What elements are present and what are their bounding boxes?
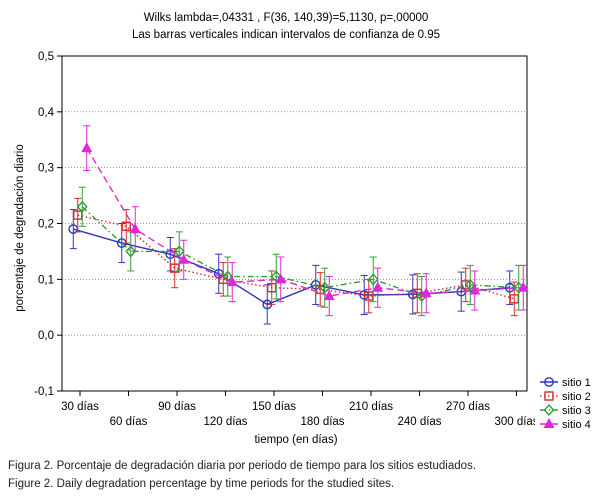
data-point: [178, 253, 190, 264]
data-point: [129, 223, 141, 234]
x-tick-label: 90 días: [158, 401, 196, 413]
series-line: [81, 206, 519, 297]
data-point: [125, 245, 137, 258]
data-point: [372, 281, 384, 292]
legend-marker: [544, 391, 554, 401]
x-tick-label: 300 días: [494, 416, 538, 428]
data-point: [420, 287, 432, 298]
legend: sitio 1 sitio 2 sitio 3 sitio 4: [535, 373, 607, 455]
x-tick-label: 270 días: [446, 401, 490, 413]
x-tick-label: 60 días: [110, 416, 148, 428]
data-point: [367, 273, 379, 286]
data-point: [81, 142, 93, 153]
data-point: [517, 281, 529, 292]
legend-box: [535, 373, 607, 455]
caption-spanish: Figura 2. Porcentaje de degradación diar…: [8, 460, 476, 472]
legend-marker: [543, 403, 555, 417]
y-tick-label: 0,2: [38, 219, 54, 231]
chart-title: Wilks lambda=,04331 , F(36, 140,39)=5,11…: [144, 12, 429, 24]
y-tick-label: 0,4: [38, 107, 55, 119]
series-sitio-4: [81, 125, 529, 317]
x-tick-label: 30 días: [61, 401, 99, 413]
x-tick-label: 240 días: [397, 416, 441, 428]
x-tick-label: 180 días: [300, 416, 344, 428]
chart-figure: Wilks lambda=,04331 , F(36, 140,39)=5,11…: [14, 12, 607, 455]
series-sitio-3: [76, 186, 525, 317]
x-tick-label: 210 días: [349, 401, 393, 413]
legend-label: sitio 2: [562, 391, 591, 403]
y-axis-label: porcentaje de degradación diario: [14, 144, 26, 312]
x-tick-label: 120 días: [203, 416, 247, 428]
series-layer: [68, 125, 529, 325]
data-point: [222, 270, 234, 283]
y-tick-label: 0,0: [38, 330, 54, 342]
x-tick-label: 150 días: [252, 401, 296, 413]
data-point: [319, 281, 331, 294]
series-line: [77, 214, 515, 300]
series-line: [86, 147, 524, 297]
y-axis: -0,1 0,0 0,1 0,2 0,3 0,4 0,5: [34, 51, 527, 398]
x-axis: 30 días 60 días 90 días 120 días 150 días 180…: [61, 391, 539, 428]
data-point: [323, 290, 335, 301]
legend-marker: [543, 417, 555, 428]
y-tick-label: 0,5: [38, 51, 54, 63]
y-tick-label: 0,1: [38, 274, 54, 286]
legend-label: sitio 4: [562, 419, 591, 431]
data-point: [270, 270, 282, 283]
series-sitio-2: [73, 197, 519, 317]
data-point: [76, 200, 88, 213]
y-tick-label: -0,1: [34, 386, 54, 398]
legend-label: sitio 3: [562, 405, 591, 417]
data-point: [226, 276, 238, 287]
caption-english: Figure 2. Daily degradation percentage b…: [8, 478, 395, 490]
legend-marker: [544, 377, 554, 387]
data-point: [121, 221, 131, 231]
x-axis-label: tiempo (en días): [254, 434, 337, 446]
chart-subtitle: Las barras verticales indican intervalos…: [132, 29, 440, 41]
data-point: [469, 284, 481, 295]
series-line: [73, 228, 510, 306]
legend-label: sitio 1: [562, 377, 591, 389]
data-point: [464, 278, 476, 291]
y-tick-label: 0,3: [38, 163, 54, 175]
data-point: [275, 273, 287, 284]
